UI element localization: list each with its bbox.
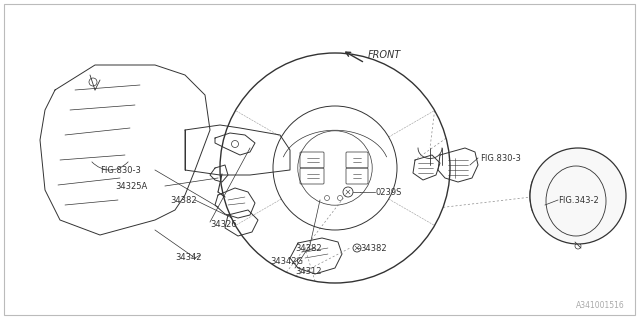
- Text: 34342G: 34342G: [270, 258, 303, 267]
- Text: 0239S: 0239S: [375, 188, 401, 196]
- Text: FRONT: FRONT: [368, 50, 401, 60]
- Text: 34312: 34312: [295, 268, 321, 276]
- Text: 34326: 34326: [210, 220, 237, 228]
- Text: 34325A: 34325A: [115, 181, 147, 190]
- Text: FIG.343-2: FIG.343-2: [558, 196, 599, 204]
- Text: A341001516: A341001516: [576, 301, 625, 310]
- Text: 34382: 34382: [360, 244, 387, 252]
- Text: FIG.830-3: FIG.830-3: [100, 165, 141, 174]
- Text: 34382: 34382: [295, 244, 322, 252]
- Text: FIG.830-3: FIG.830-3: [480, 154, 521, 163]
- Text: 34342: 34342: [175, 253, 202, 262]
- Circle shape: [530, 148, 626, 244]
- Text: 34382: 34382: [170, 196, 196, 204]
